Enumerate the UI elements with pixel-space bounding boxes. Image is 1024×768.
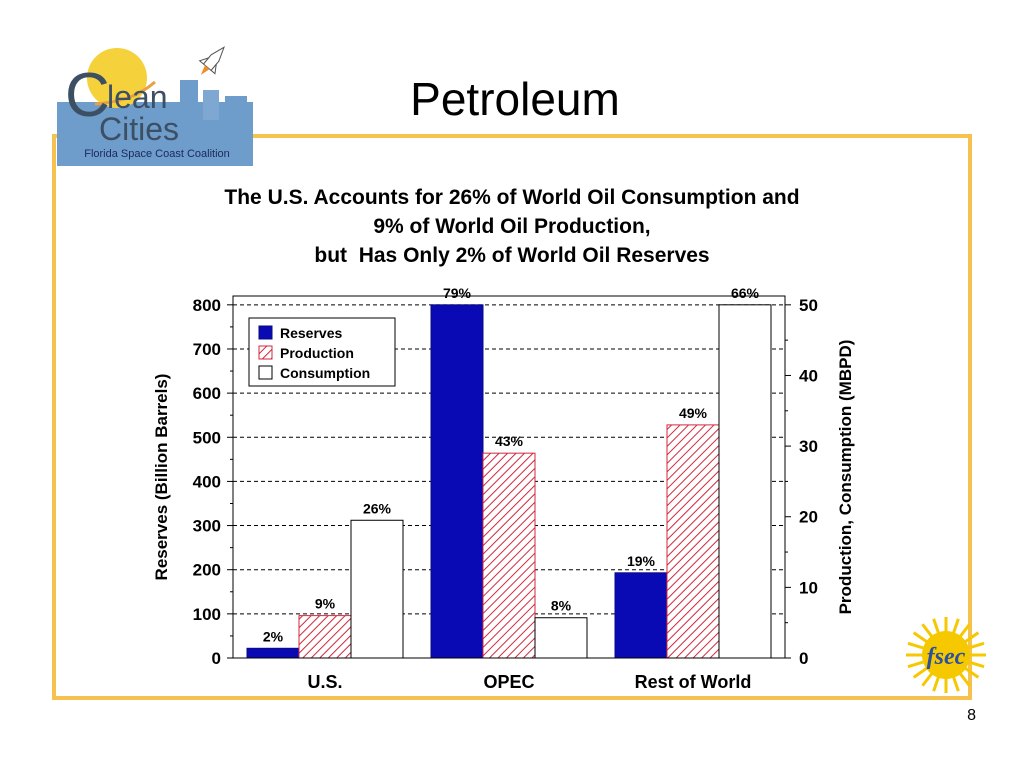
data-label: 26% — [363, 500, 392, 516]
sun-ray — [968, 641, 985, 650]
sun-ray — [932, 618, 941, 634]
legend-label: Production — [280, 345, 354, 361]
y-tick-label: 500 — [193, 428, 221, 447]
bar-consumption-rest-of-world — [718, 304, 772, 659]
sun-ray — [964, 631, 980, 643]
y-tick-label: 400 — [193, 472, 221, 491]
bar-production-rest-of-world — [666, 424, 720, 659]
fsec-logo: fsec — [906, 617, 986, 693]
logo-line2: Cities — [99, 111, 179, 147]
sun-ray — [951, 618, 960, 634]
y-tick-label: 300 — [193, 517, 221, 536]
sun-ray — [932, 676, 941, 692]
clean-cities-logo: C lean Cities — [57, 46, 253, 166]
data-label: 66% — [731, 285, 760, 301]
bar-reserves-rest-of-world — [614, 572, 668, 659]
y2-tick-label: 0 — [799, 649, 808, 668]
legend-swatch-reserves — [258, 325, 273, 340]
sun-ray — [968, 660, 985, 669]
logo-letter: C — [65, 61, 110, 130]
sun-ray — [912, 631, 928, 643]
shuttle-trail — [94, 80, 156, 106]
chart-heading: The U.S. Accounts for 26% of World Oil C… — [140, 183, 884, 270]
page-title: Petroleum — [410, 73, 620, 125]
y-tick-label: 700 — [193, 340, 221, 359]
data-label: 43% — [495, 433, 524, 449]
data-label: 79% — [443, 285, 472, 301]
page-number: 8 — [967, 707, 976, 724]
y-tick-label: 100 — [193, 605, 221, 624]
x-tick-label: U.S. — [307, 672, 342, 692]
data-label: 49% — [679, 405, 708, 421]
y2-tick-label: 20 — [799, 508, 818, 527]
logo-building — [180, 80, 198, 120]
x-tick-label: Rest of World — [635, 672, 752, 692]
sun-ray — [958, 672, 971, 687]
data-label: 2% — [263, 628, 284, 644]
logo-sky — [57, 102, 253, 166]
data-label: 9% — [315, 596, 336, 612]
bar-production-u-s- — [298, 615, 352, 659]
data-label: 19% — [627, 553, 656, 569]
sun-icon — [87, 48, 147, 108]
sun-ray — [921, 623, 934, 638]
y2-tick-label: 30 — [799, 437, 818, 456]
logo-subtitle: Florida Space Coast Coalition — [84, 148, 230, 160]
y-tick-label: 600 — [193, 384, 221, 403]
heading-line: but Has Only 2% of World Oil Reserves — [314, 244, 710, 267]
fsec-text: fsec — [927, 644, 966, 670]
logo-line1: lean — [107, 79, 168, 115]
sun-ray — [951, 676, 960, 692]
y2-tick-label: 50 — [799, 296, 818, 315]
sun-ray — [907, 660, 924, 669]
y2-tick-label: 10 — [799, 578, 818, 597]
bar-consumption-opec — [534, 617, 588, 659]
logo-building — [225, 96, 247, 122]
shuttle-icon — [198, 46, 225, 75]
sun-ray — [912, 667, 928, 679]
bar-reserves-opec — [430, 304, 484, 659]
sun-ray — [921, 672, 934, 687]
sun-ray — [907, 641, 924, 650]
x-tick-label: OPEC — [483, 672, 534, 692]
legend-label: Reserves — [280, 325, 342, 341]
heading-line: The U.S. Accounts for 26% of World Oil C… — [224, 186, 800, 209]
sun-icon — [922, 631, 970, 679]
legend-swatch-consumption — [258, 365, 273, 380]
sun-ray — [964, 667, 980, 679]
data-label: 8% — [551, 598, 572, 614]
legend-label: Consumption — [280, 365, 370, 381]
legend-swatch-production — [258, 345, 273, 360]
bar-reserves-u-s- — [246, 647, 300, 659]
y-tick-label: 800 — [193, 296, 221, 315]
bar-production-opec — [482, 452, 536, 659]
y2-axis-label: Production, Consumption (MBPD) — [836, 340, 855, 615]
sun-ray — [958, 623, 971, 638]
y-axis-label: Reserves (Billion Barrels) — [152, 374, 171, 581]
heading-line: 9% of World Oil Production, — [373, 215, 651, 238]
plot-frame — [232, 295, 786, 659]
y-tick-label: 200 — [193, 561, 221, 580]
y2-tick-label: 40 — [799, 366, 818, 385]
bar-consumption-u-s- — [350, 519, 404, 659]
oil-bar-chart: 2%9%26%79%43%8%19%49%66% 010020030040050… — [152, 285, 855, 692]
y-tick-label: 0 — [212, 649, 221, 668]
legend-box — [248, 317, 396, 387]
logo-building — [203, 90, 219, 120]
